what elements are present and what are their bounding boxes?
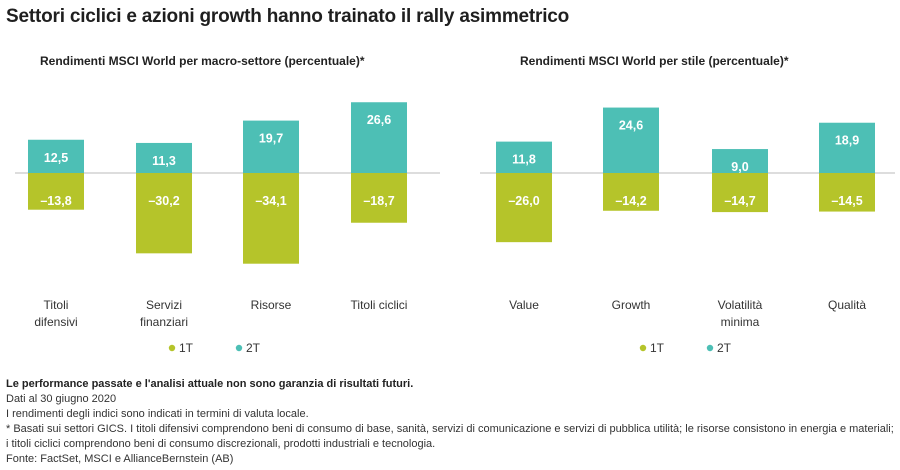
data-label: –14,2 [615, 194, 646, 208]
category-label: difensivi [34, 315, 77, 329]
data-label: –34,1 [255, 194, 286, 208]
category-label: Growth [612, 298, 651, 312]
date-note: Dati al 30 giugno 2020 [6, 393, 117, 405]
data-label: 26,6 [367, 113, 391, 127]
bar-q2 [496, 141, 552, 173]
chart-title-style: Rendimenti MSCI World per stile (percent… [520, 54, 789, 68]
bar-q2 [351, 102, 407, 173]
footer-notes: Le performance passate e l'analisi attua… [6, 377, 894, 467]
data-label: 24,6 [619, 119, 643, 133]
category-label: Titoli ciclici [351, 298, 408, 312]
legend-marker-q1 [168, 344, 176, 352]
category-label: finanziari [140, 315, 188, 329]
bar-q1 [603, 173, 659, 211]
data-label: 11,3 [152, 154, 176, 168]
legend-label-q2: 2T [246, 341, 261, 355]
page-title: Settori ciclici e azioni growth hanno tr… [6, 6, 570, 27]
bar-q2 [28, 139, 84, 173]
bar-q2 [712, 149, 768, 173]
legend-marker-q1 [639, 344, 647, 352]
data-label: 19,7 [259, 132, 283, 146]
data-label: 9,0 [731, 160, 748, 174]
chart-title-sector: Rendimenti MSCI World per macro-settore … [40, 54, 365, 68]
category-label: Volatilità [718, 298, 763, 312]
source-note: Fonte: FactSet, MSCI e AllianceBernstein… [6, 453, 234, 465]
legend-marker-q2 [706, 344, 714, 352]
data-label: –13,8 [40, 194, 71, 208]
bar-q1 [136, 173, 192, 254]
bar-q2 [243, 120, 299, 173]
category-label: minima [721, 315, 760, 329]
category-label: Risorse [251, 298, 292, 312]
bar-q2 [603, 107, 659, 173]
category-label: Value [509, 298, 539, 312]
charts-canvas: –13,8 –30,2 –34,1 –18,7 12,5 11,3 19,7 26,6 Tito… [15, 102, 895, 355]
data-label: –18,7 [363, 194, 394, 208]
data-label: 12,5 [44, 151, 68, 165]
data-label: –30,2 [148, 194, 179, 208]
bar-q1 [28, 173, 84, 210]
disclaimer-text: Le performance passate e l'analisi attua… [6, 378, 414, 390]
currency-note: I rendimenti degli indici sono indicati … [6, 408, 309, 420]
legend-label-q2: 2T [717, 341, 732, 355]
category-label: Servizi [146, 298, 182, 312]
legend-marker-q2 [235, 344, 243, 352]
data-label: 11,8 [512, 153, 536, 167]
data-label: 18,9 [835, 134, 859, 148]
legend-label-q1: 1T [179, 341, 194, 355]
bar-q1 [243, 173, 299, 264]
category-label: Qualità [828, 298, 866, 312]
data-label: –14,7 [724, 194, 755, 208]
bar-q1 [819, 173, 875, 212]
category-label: Titoli [44, 298, 69, 312]
bar-q2 [136, 142, 192, 173]
bar-q1 [496, 173, 552, 243]
legend-label-q1: 1T [650, 341, 665, 355]
bar-q1 [351, 173, 407, 223]
bar-q2 [819, 122, 875, 173]
gics-footnote: * Basati sui settori GICS. I titoli dife… [6, 423, 894, 450]
data-label: –26,0 [508, 194, 539, 208]
bar-q1 [712, 173, 768, 213]
data-label: –14,5 [831, 194, 862, 208]
